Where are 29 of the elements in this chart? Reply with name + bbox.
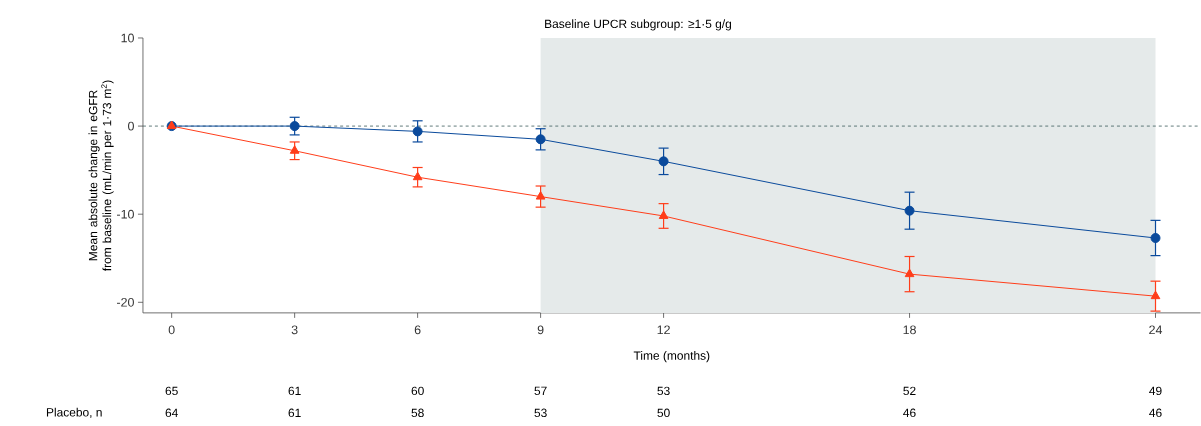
- text: Placebo, n: [46, 407, 102, 419]
- text: 61: [288, 386, 301, 396]
- y-axis-title: Mean absolute change in eGFR from baseline (mL/min per 1·73 m$^{2}$): [88, 80, 114, 272]
- x-tick-label: 0: [168, 325, 175, 335]
- text: 61: [288, 408, 301, 418]
- x-tick-label: 6: [414, 325, 421, 335]
- text: 49: [1149, 386, 1162, 396]
- y-tick-label: 10: [121, 33, 134, 43]
- text: 58: [411, 408, 424, 418]
- x-tick-label: 18: [903, 325, 916, 335]
- text: 50: [657, 408, 670, 418]
- text: 53: [657, 386, 670, 396]
- text: 52: [903, 386, 916, 396]
- x-axis-title: Time (months): [633, 351, 710, 363]
- text: 65: [165, 386, 178, 396]
- y-tick-label: -10: [117, 209, 134, 219]
- y-tick-label: -20: [117, 297, 134, 307]
- x-tick-label: 24: [1149, 325, 1163, 335]
- band-label: Baseline UPCR subgroup: ≥1·5 g/g: [545, 19, 731, 31]
- text: 64: [165, 408, 178, 418]
- x-tick-label: 9: [537, 325, 544, 335]
- text: 60: [411, 386, 424, 396]
- text: 46: [1149, 408, 1162, 418]
- text: 53: [534, 408, 547, 418]
- x-tick-label: 12: [657, 325, 670, 335]
- x-tick-label: 3: [291, 325, 298, 335]
- text: 46: [903, 408, 916, 418]
- y-tick-label: 0: [128, 121, 134, 131]
- text: 57: [534, 386, 547, 396]
